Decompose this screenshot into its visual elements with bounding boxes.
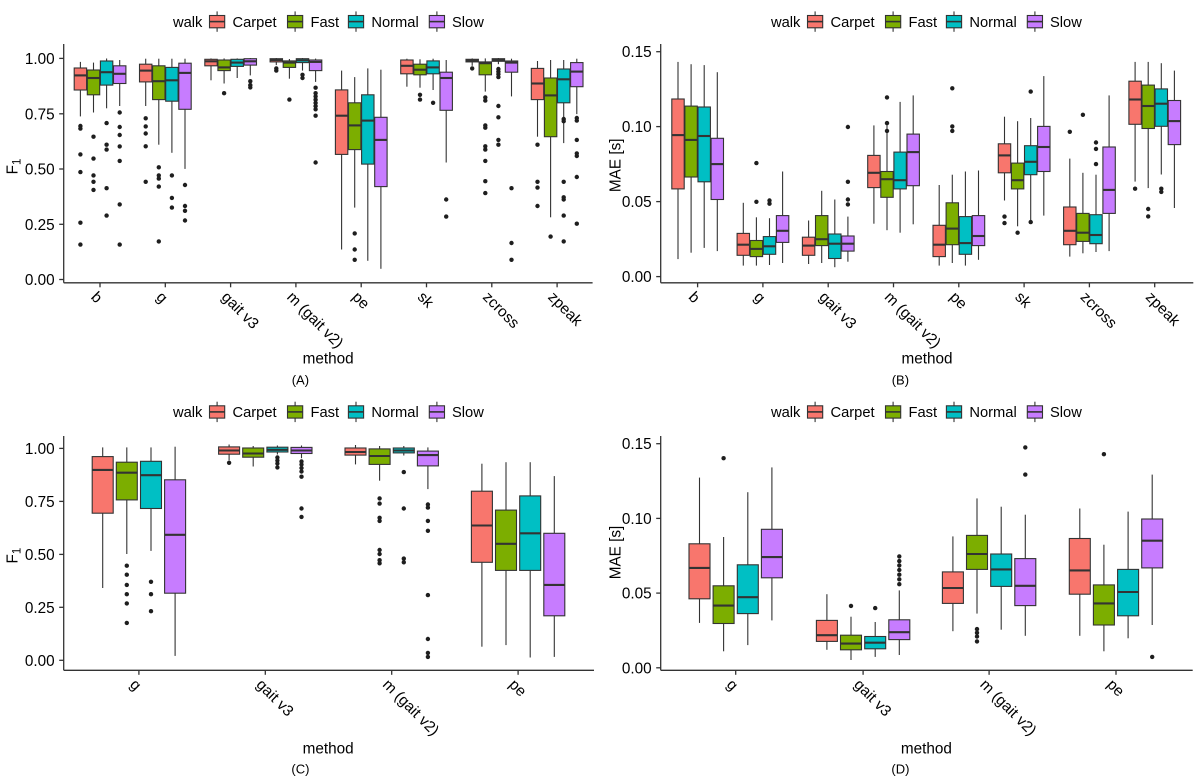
svg-text:(A): (A) bbox=[292, 373, 309, 388]
svg-text:Normal: Normal bbox=[969, 405, 1016, 421]
svg-text:walk: walk bbox=[172, 405, 203, 421]
svg-text:(C): (C) bbox=[291, 762, 309, 777]
svg-text:0.50: 0.50 bbox=[25, 547, 55, 564]
svg-text:Fast: Fast bbox=[909, 15, 938, 31]
svg-text:Slow: Slow bbox=[452, 15, 484, 31]
svg-text:0.00: 0.00 bbox=[622, 660, 652, 677]
svg-text:0.75: 0.75 bbox=[25, 106, 55, 123]
svg-text:0.05: 0.05 bbox=[622, 586, 652, 603]
svg-text:0.15: 0.15 bbox=[622, 44, 652, 61]
svg-text:0.00: 0.00 bbox=[25, 272, 55, 289]
svg-text:walk: walk bbox=[770, 405, 801, 421]
svg-text:0.25: 0.25 bbox=[25, 217, 55, 234]
svg-text:walk: walk bbox=[770, 15, 801, 31]
svg-text:0.25: 0.25 bbox=[25, 600, 55, 617]
svg-text:Normal: Normal bbox=[969, 15, 1016, 31]
svg-text:Carpet: Carpet bbox=[233, 15, 277, 31]
svg-text:Carpet: Carpet bbox=[831, 15, 875, 31]
svg-text:method: method bbox=[303, 741, 354, 758]
svg-text:0.00: 0.00 bbox=[622, 269, 652, 286]
svg-text:MAE [s]: MAE [s] bbox=[608, 139, 625, 193]
svg-text:1.00: 1.00 bbox=[25, 441, 55, 458]
svg-text:Carpet: Carpet bbox=[233, 405, 277, 421]
svg-text:0.50: 0.50 bbox=[25, 162, 55, 179]
svg-text:method: method bbox=[901, 351, 952, 368]
svg-text:Normal: Normal bbox=[371, 405, 418, 421]
svg-text:1.00: 1.00 bbox=[25, 51, 55, 68]
svg-text:Carpet: Carpet bbox=[831, 405, 875, 421]
svg-text:0.00: 0.00 bbox=[25, 653, 55, 670]
svg-text:0.10: 0.10 bbox=[622, 119, 652, 136]
svg-text:(D): (D) bbox=[891, 762, 909, 777]
svg-text:Slow: Slow bbox=[1050, 15, 1082, 31]
svg-text:Fast: Fast bbox=[311, 405, 340, 421]
svg-text:MAE [s]: MAE [s] bbox=[608, 526, 625, 580]
svg-text:walk: walk bbox=[172, 15, 203, 31]
svg-text:0.10: 0.10 bbox=[622, 511, 652, 528]
svg-text:0.05: 0.05 bbox=[622, 194, 652, 211]
svg-text:method: method bbox=[303, 351, 354, 368]
svg-text:Fast: Fast bbox=[311, 15, 340, 31]
svg-text:Slow: Slow bbox=[452, 405, 484, 421]
svg-text:Normal: Normal bbox=[371, 15, 418, 31]
svg-text:0.15: 0.15 bbox=[622, 436, 652, 453]
svg-text:Fast: Fast bbox=[909, 405, 938, 421]
svg-text:0.75: 0.75 bbox=[25, 494, 55, 511]
svg-text:Slow: Slow bbox=[1050, 405, 1082, 421]
svg-text:(B): (B) bbox=[892, 373, 909, 388]
svg-text:method: method bbox=[901, 741, 952, 758]
